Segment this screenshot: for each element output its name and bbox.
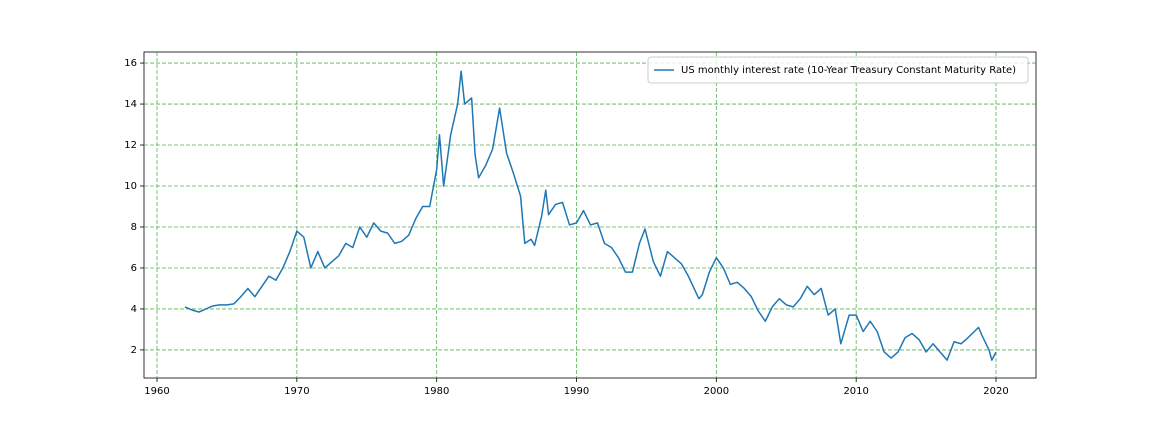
y-tick-label: 14 <box>124 99 137 110</box>
x-tick-label: 1980 <box>424 386 449 397</box>
x-tick-label: 1990 <box>564 386 589 397</box>
y-tick-label: 8 <box>131 222 137 233</box>
y-tick-label: 16 <box>124 58 137 69</box>
x-tick-label: 2000 <box>704 386 729 397</box>
legend-box <box>647 56 1029 84</box>
y-tick-label: 12 <box>124 140 137 151</box>
y-tick-label: 2 <box>131 345 137 356</box>
y-tick-label: 4 <box>131 304 137 315</box>
axes-frame <box>143 51 1037 379</box>
x-tick-label: 2020 <box>983 386 1008 397</box>
data-line <box>184 70 997 361</box>
y-tick-label: 10 <box>124 181 137 192</box>
x-tick-label: 1960 <box>144 386 169 397</box>
x-tick-label: 2010 <box>843 386 868 397</box>
legend-label: US monthly interest rate (10-Year Treasu… <box>681 65 1016 76</box>
x-tick-label: 1970 <box>284 386 309 397</box>
y-tick-label: 6 <box>131 263 137 274</box>
